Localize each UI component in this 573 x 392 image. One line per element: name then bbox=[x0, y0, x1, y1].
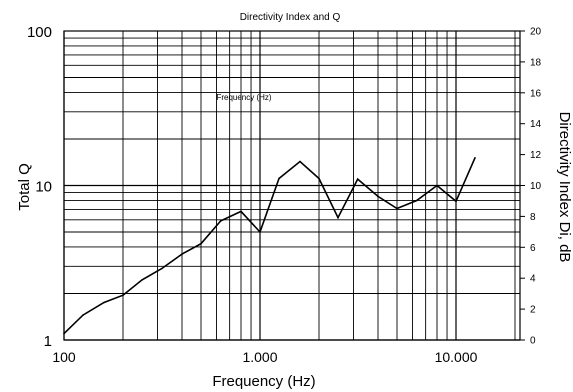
y-right-tick-label: 0 bbox=[530, 336, 536, 347]
y-right-tick-label: 20 bbox=[530, 27, 542, 38]
data-point bbox=[318, 177, 320, 180]
total-q-series-line bbox=[63, 157, 476, 335]
y-right-tick-label: 18 bbox=[530, 57, 542, 68]
grid bbox=[63, 31, 520, 341]
x-tick-label: 100 bbox=[52, 349, 76, 365]
x-axis-label: Frequency (Hz) bbox=[212, 373, 315, 390]
y-right-tick-label: 4 bbox=[530, 274, 536, 285]
data-point bbox=[396, 207, 398, 210]
chart-title: Directivity Index and Q bbox=[240, 12, 341, 23]
data-point bbox=[474, 157, 476, 159]
data-point bbox=[259, 231, 261, 233]
y-right-tick-label: 16 bbox=[530, 88, 542, 99]
y-axis-label-left: Total Q bbox=[16, 163, 33, 211]
data-point bbox=[278, 177, 280, 180]
data-point bbox=[299, 160, 301, 163]
y-right-tick-label: 6 bbox=[530, 243, 536, 254]
data-point bbox=[377, 195, 379, 198]
tick-labels: 100 1.000 10.000 1 10 100 0 2 4 6 8 10 12 14 16 18 20 bbox=[27, 24, 542, 365]
data-point bbox=[82, 314, 84, 316]
data-point bbox=[103, 301, 105, 304]
y-left-tick-label: 1 bbox=[44, 333, 52, 350]
y-left-tick-label: 10 bbox=[35, 179, 52, 196]
x-tick-label: 1.000 bbox=[242, 349, 277, 365]
series-layer bbox=[63, 157, 476, 335]
data-point bbox=[436, 184, 438, 187]
data-point bbox=[141, 279, 143, 281]
data-point bbox=[240, 210, 242, 213]
data-point bbox=[219, 220, 222, 222]
data-point bbox=[160, 267, 163, 270]
y-axis-label-right: Directivity Index Di, dB bbox=[556, 112, 573, 263]
data-point bbox=[181, 253, 183, 255]
data-point bbox=[356, 178, 359, 180]
y-right-tick-label: 14 bbox=[530, 119, 542, 130]
y-left-tick-label: 100 bbox=[27, 24, 52, 41]
y-right-tick-label: 8 bbox=[530, 212, 536, 223]
data-point bbox=[455, 200, 457, 203]
y-right-tick-label: 12 bbox=[530, 150, 542, 161]
data-point bbox=[337, 216, 339, 219]
x-tick-label: 10.000 bbox=[435, 349, 478, 365]
y-right-tick-label: 10 bbox=[530, 181, 542, 192]
data-point bbox=[415, 199, 418, 202]
data-point bbox=[122, 294, 124, 297]
y-right-tick-label: 2 bbox=[530, 305, 536, 316]
data-point bbox=[200, 242, 202, 245]
chart-annotation: Frequency (Hz) bbox=[216, 93, 271, 102]
